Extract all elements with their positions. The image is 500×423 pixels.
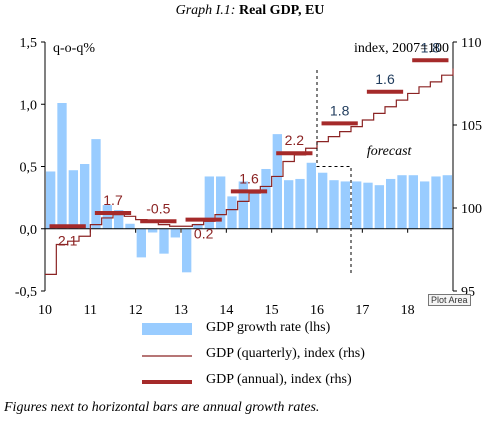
growth-bar [352,181,362,229]
growth-bar [284,180,294,229]
x-tick-label: 11 [84,303,97,318]
growth-bar [80,164,90,229]
left-tick-label: 1,0 [20,98,38,113]
chart-title-main: Real GDP, EU [238,3,325,18]
forecast-divider [316,70,352,274]
growth-bar [374,185,384,229]
growth-bar [125,223,135,229]
legend-label-quarterly: GDP (quarterly), index (rhs) [206,346,365,361]
right-axis-unit-label: index, 2007=100 [354,41,449,56]
growth-bar [261,168,271,229]
legend-swatch-thick-line [142,380,192,384]
growth-bar [193,223,203,229]
growth-bar [295,178,305,229]
right-tick-label: 100 [461,202,482,217]
growth-bar [238,181,248,229]
growth-bar [114,210,124,229]
forecast-label: forecast [367,144,413,159]
left-axis-unit-label: q-o-q% [53,41,95,56]
growth-bar [306,162,316,229]
growth-bar [136,228,146,258]
growth-bar [386,178,396,229]
growth-bar [420,181,430,229]
annual-growth-label: 1.8 [421,39,441,55]
legend-label-annual: GDP (annual), index (rhs) [206,372,352,387]
growth-bar [397,175,407,229]
right-tick-label: 110 [461,36,481,51]
x-tick-label: 16 [310,303,324,318]
growth-bar [91,139,101,229]
x-tick-label: 15 [265,303,279,318]
annual-growth-label: 1.8 [330,102,350,118]
footnote: Figures next to horizontal bars are annu… [4,400,320,415]
x-tick-label: 18 [401,303,415,318]
left-tick-label: 0,0 [20,223,38,238]
growth-bar [204,176,214,229]
plot-area-tooltip: Plot Area [428,294,471,306]
growth-bar [102,205,112,229]
legend-swatch-bar [142,323,192,335]
left-tick-label: 1,5 [20,36,38,51]
annual-growth-label: 1.7 [103,192,123,208]
growth-bar [182,228,192,273]
growth-bar [442,175,452,229]
annual-growth-label: 2.2 [285,132,305,148]
growth-bar [250,191,260,229]
growth-bar [170,228,180,238]
growth-bar [431,176,441,229]
growth-bar [148,228,158,233]
x-tick-label: 10 [38,303,52,318]
annual-growth-label: 2.1 [58,232,78,248]
growth-bar [68,170,78,229]
x-tick-label: 17 [355,303,369,318]
chart-title-prefix: Graph I.1: [175,3,236,18]
x-tick-label: 13 [174,303,188,318]
left-tick-label: -0,5 [15,285,37,300]
growth-bar [340,181,350,229]
x-tick-label: 12 [129,303,143,318]
annual-growth-label: 1.6 [239,170,259,186]
growth-bar [57,103,67,229]
growth-bar [318,172,328,229]
growth-bar [46,171,56,229]
growth-bar [272,134,282,229]
annual-growth-label: -0.5 [146,200,170,216]
right-tick-label: 105 [461,119,482,134]
growth-bar [159,228,169,254]
legend-swatch-thin-line [142,355,192,357]
growth-bar [408,175,418,229]
annual-growth-label: 1.6 [375,71,395,87]
legend-label-growth: GDP growth rate (lhs) [206,320,331,335]
left-tick-label: 0,5 [20,161,38,176]
annual-growth-label: 0.2 [194,226,214,242]
growth-bar [329,180,339,229]
x-tick-label: 14 [219,303,233,318]
chart-title: Graph I.1: Real GDP, EU [0,3,500,19]
growth-bar [227,196,237,229]
growth-bar [216,176,226,229]
growth-bar [363,182,373,229]
